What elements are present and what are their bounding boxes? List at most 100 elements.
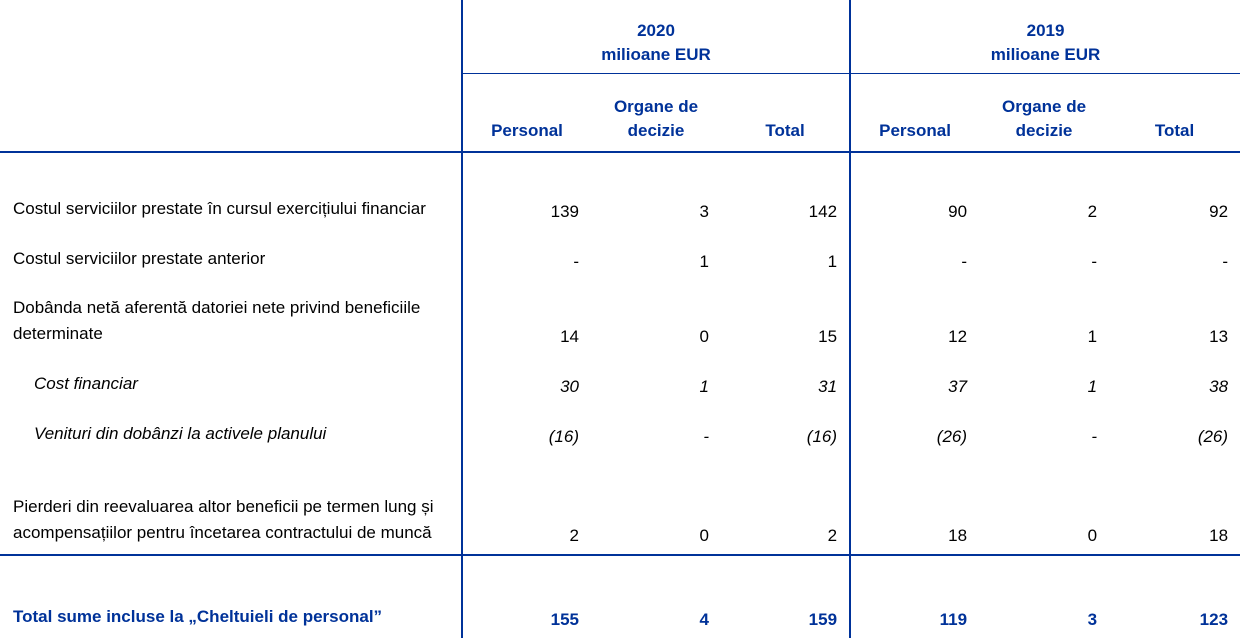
value-text: 142 bbox=[808, 202, 838, 221]
column-label: Personal bbox=[491, 121, 563, 140]
value-cell: 142 bbox=[721, 152, 850, 230]
value-cell: 13 bbox=[1109, 280, 1240, 355]
value-text: 139 bbox=[550, 202, 579, 221]
value-text: 159 bbox=[808, 610, 838, 629]
value-cell: 1 bbox=[591, 230, 721, 280]
value-cell: 3 bbox=[591, 152, 721, 230]
value-text: (26) bbox=[1197, 427, 1229, 446]
row-label: Pierderi din reevaluarea altor beneficii… bbox=[0, 455, 462, 555]
value-text: - bbox=[703, 427, 709, 446]
table-body: Costul serviciilor prestate în cursul ex… bbox=[0, 152, 1240, 638]
value-cell: 1 bbox=[979, 355, 1109, 405]
value-cell: (26) bbox=[849, 405, 980, 455]
value-cell: 123 bbox=[1109, 554, 1240, 638]
table-row: Dobânda netă aferentă datoriei nete priv… bbox=[0, 280, 1240, 355]
value-cell: 12 bbox=[849, 280, 980, 355]
value-text: 1 bbox=[699, 377, 709, 396]
row-label-text: Total sume incluse la „Cheltuieli de per… bbox=[13, 607, 383, 626]
value-text: 38 bbox=[1209, 377, 1229, 396]
value-text: 0 bbox=[699, 526, 709, 545]
row-label: Total sume incluse la „Cheltuieli de per… bbox=[0, 554, 462, 638]
year-row: 2020 milioane EUR 2019 milioane EUR bbox=[0, 0, 1240, 74]
column-header: Personal bbox=[849, 73, 980, 153]
row-label: Costul serviciilor prestate anterior bbox=[0, 230, 462, 280]
row-label-text: Costul serviciilor prestate anterior bbox=[13, 249, 266, 268]
value-cell: 90 bbox=[849, 152, 980, 230]
value-cell: 139 bbox=[461, 152, 591, 230]
column-row: Personal Organe de decizie Total Personal Or… bbox=[0, 73, 1240, 153]
value-text: - bbox=[1091, 427, 1098, 446]
value-text: (16) bbox=[548, 427, 579, 446]
row-label-text: Pierderi din reevaluarea altor beneficii… bbox=[13, 497, 434, 542]
column-label: Personal bbox=[879, 121, 951, 140]
unit-label: milioane EUR bbox=[990, 45, 1101, 64]
value-cell: 0 bbox=[979, 455, 1109, 555]
column-header: Personal bbox=[461, 73, 591, 153]
value-text: 119 bbox=[939, 610, 968, 629]
value-cell: - bbox=[979, 230, 1109, 280]
value-cell: 1 bbox=[721, 230, 850, 280]
value-text: - bbox=[1222, 252, 1229, 271]
table-row: Costul serviciilor prestate anterior - 1 1 -… bbox=[0, 230, 1240, 280]
value-cell: 0 bbox=[591, 280, 721, 355]
value-text: 3 bbox=[1087, 610, 1098, 629]
value-cell: 119 bbox=[849, 554, 980, 638]
value-cell: 38 bbox=[1109, 355, 1240, 405]
value-text: 92 bbox=[1209, 202, 1229, 221]
value-cell: 0 bbox=[591, 455, 721, 555]
column-header: Total bbox=[1109, 73, 1240, 153]
value-text: 90 bbox=[948, 202, 968, 221]
value-text: 37 bbox=[948, 377, 968, 396]
column-header: Organe de decizie bbox=[591, 73, 721, 153]
value-cell: 92 bbox=[1109, 152, 1240, 230]
value-text: 1 bbox=[827, 252, 838, 271]
corner-cell bbox=[0, 0, 462, 74]
value-cell: 18 bbox=[849, 455, 980, 555]
value-text: 1 bbox=[1087, 377, 1098, 396]
column-label: Organe de decizie bbox=[1001, 97, 1087, 140]
table-row: Total sume incluse la „Cheltuieli de per… bbox=[0, 554, 1240, 638]
value-cell: 1 bbox=[979, 280, 1109, 355]
column-header: Total bbox=[721, 73, 851, 153]
value-cell: 2 bbox=[461, 455, 591, 555]
value-text: (16) bbox=[806, 427, 838, 446]
value-cell: 14 bbox=[461, 280, 591, 355]
table-row: Pierderi din reevaluarea altor beneficii… bbox=[0, 455, 1240, 555]
value-text: - bbox=[573, 252, 579, 271]
value-cell: (26) bbox=[1109, 405, 1240, 455]
value-text: - bbox=[961, 252, 968, 271]
value-cell: 30 bbox=[461, 355, 591, 405]
row-label-text: Costul serviciilor prestate în cursul ex… bbox=[13, 199, 426, 218]
value-text: 31 bbox=[818, 377, 838, 396]
value-text: 12 bbox=[948, 327, 968, 346]
value-cell: 4 bbox=[591, 554, 721, 638]
value-text: 2 bbox=[1087, 202, 1098, 221]
year-header: 2020 milioane EUR bbox=[460, 0, 851, 74]
year-header: 2019 milioane EUR bbox=[849, 0, 1240, 74]
value-text: (26) bbox=[936, 427, 968, 446]
value-text: 0 bbox=[699, 327, 709, 346]
column-label: Organe de decizie bbox=[613, 97, 699, 140]
value-cell: 159 bbox=[721, 554, 851, 638]
value-text: 0 bbox=[1087, 526, 1098, 545]
row-label: Cost financiar bbox=[0, 355, 462, 405]
table-header: 2020 milioane EUR 2019 milioane EUR Personal… bbox=[0, 0, 1240, 153]
value-text: 13 bbox=[1209, 327, 1229, 346]
value-cell: - bbox=[979, 405, 1109, 455]
table-row: Costul serviciilor prestate în cursul ex… bbox=[0, 152, 1240, 230]
value-cell: 15 bbox=[721, 280, 850, 355]
value-cell: (16) bbox=[721, 405, 850, 455]
value-text: 2 bbox=[569, 526, 579, 545]
row-label-text: Venituri din dobânzi la activele planulu… bbox=[34, 424, 327, 443]
value-text: - bbox=[1091, 252, 1098, 271]
value-cell: 2 bbox=[979, 152, 1109, 230]
table-row: Cost financiar 30 1 31 37 1 38 bbox=[0, 355, 1240, 405]
value-text: 3 bbox=[699, 202, 709, 221]
value-cell: (16) bbox=[461, 405, 591, 455]
row-label: Costul serviciilor prestate în cursul ex… bbox=[0, 152, 462, 230]
year-label: 2019 bbox=[1026, 21, 1065, 40]
row-label: Venituri din dobânzi la activele planulu… bbox=[0, 405, 462, 455]
value-cell: 155 bbox=[461, 554, 591, 638]
column-label: Total bbox=[1154, 121, 1195, 140]
